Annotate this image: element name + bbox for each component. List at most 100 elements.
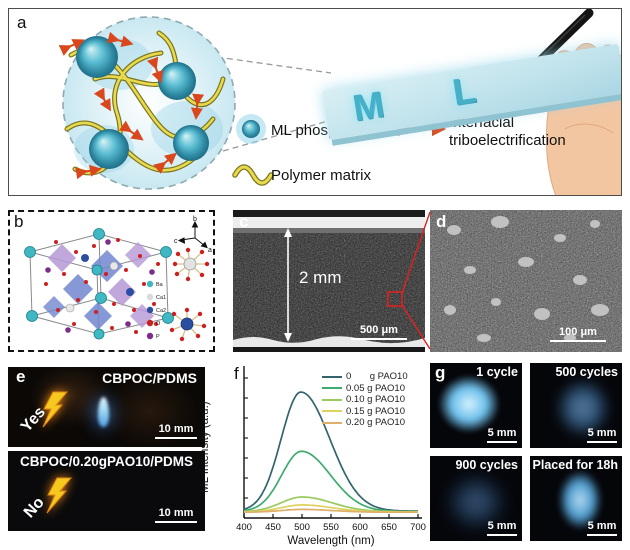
zoom-region-box	[387, 291, 403, 307]
g-title-500cycles: 500 cycles	[555, 365, 618, 379]
legend-swatch	[322, 387, 342, 390]
axis-a-label: a	[208, 247, 212, 254]
polymer-legend-icon	[233, 165, 273, 185]
x-tick-label: 550	[323, 522, 339, 533]
panel-g-label: g	[435, 363, 446, 382]
scalebar-e-top-text: 10 mm	[158, 422, 194, 435]
thickness-label: 2 mm	[299, 268, 342, 287]
axis-c-label: c	[174, 238, 178, 245]
sem-cross-section	[233, 210, 425, 352]
legend-row: 0.15 g PAO10	[322, 406, 408, 418]
scalebar-g2-text: 5 mm	[587, 426, 617, 439]
photo-cbpoc-pdms: CBPOC/PDMS Yes 10 mm e	[8, 367, 205, 447]
ba-spheres	[24, 228, 174, 340]
thickness-arrow	[284, 228, 292, 342]
interfacial-label-2: triboelectrification	[449, 132, 566, 149]
panel-b-label: b	[14, 212, 24, 231]
g-photo-1cycle: 1 cycle 5 mm g	[430, 363, 522, 448]
scalebar-g1-text: 5 mm	[487, 426, 517, 439]
chart-legend: 0 g PAO10 0.05 g PAO10 0.10 g PAO10 0.15 g …	[322, 371, 408, 429]
polyhedra	[43, 242, 154, 330]
panel-d-label: d	[436, 212, 447, 231]
panel-d: 100 μm d	[430, 210, 622, 352]
x-tick-label: 500	[294, 522, 310, 533]
chart-curve-4	[244, 508, 418, 514]
legend-row: 0 g PAO10	[322, 371, 408, 383]
scalebar-e-bottom-bar	[155, 520, 197, 523]
e-top-title: CBPOC/PDMS	[102, 370, 197, 386]
ml-spectrum-chart: 400 450 500 550 600 650 700 Wavelength (nm)	[236, 366, 426, 547]
legend-ca2: Ca2	[156, 308, 166, 314]
ca2-cluster	[169, 307, 207, 342]
legend-row: 0.20 g PAO10	[322, 417, 408, 429]
legend-p: P	[156, 334, 160, 340]
ca1-cluster	[172, 247, 210, 282]
scalebar-e-top-bar	[155, 436, 197, 439]
x-tick-label: 400	[236, 522, 252, 533]
scalebar-g3-bar	[487, 533, 517, 536]
polymer-matrix-label: Polymer matrix	[271, 167, 372, 184]
axis-b-label: b	[193, 216, 197, 223]
scalebar-d-text: 100 μm	[559, 325, 597, 338]
panel-b: b c a Ba Ca1 Ca2 O P	[8, 210, 215, 352]
panel-f-label: f	[234, 364, 239, 383]
e-bottom-title: CBPOC/0.20gPAO10/PDMS	[19, 454, 194, 469]
legend-swatch	[322, 410, 342, 413]
g-photo-900cycles: 900 cycles 5 mm	[430, 456, 522, 541]
g-title-900cycles: 900 cycles	[455, 458, 518, 472]
scalebar-g2: 5 mm	[587, 426, 617, 443]
ml-glow-core	[98, 397, 109, 427]
panel-c-label: c	[239, 212, 249, 231]
scalebar-g4: 5 mm	[587, 519, 617, 536]
scalebar-c: 500 μm	[351, 323, 407, 340]
scalebar-c-bar	[351, 337, 407, 340]
chart-y-axis-label: ML Intensity (a.u.)	[199, 401, 211, 493]
scalebar-g1-bar	[487, 440, 517, 443]
legend-label: 0.10 g PAO10	[346, 394, 405, 406]
chart-curve-0	[243, 391, 418, 512]
x-tick-label: 450	[265, 522, 281, 533]
g-title-placed18h: Placed for 18h	[532, 458, 618, 472]
panel-e: CBPOC/PDMS Yes 10 mm e CBPOC/0.20gPAO10/…	[8, 367, 205, 531]
legend-label: 0.05 g PAO10	[346, 382, 405, 394]
atom-dots	[44, 238, 160, 334]
scalebar-e-top: 10 mm	[155, 422, 197, 439]
scalebar-g4-bar	[587, 533, 617, 536]
x-tick-label: 700	[410, 522, 426, 533]
legend-label: 0.20 g PAO10	[346, 417, 405, 429]
photo-cbpoc-pao10-pdms: CBPOC/0.20gPAO10/PDMS No 10 mm	[8, 451, 205, 531]
scalebar-g2-bar	[587, 440, 617, 443]
legend-o: O	[156, 321, 161, 327]
phosphor-legend-icon	[242, 120, 260, 138]
scalebar-c-text: 500 μm	[360, 323, 398, 336]
g-photo-placed18h: Placed for 18h 5 mm	[530, 456, 622, 541]
x-tick-label: 600	[352, 522, 368, 533]
scalebar-d: 100 μm	[550, 325, 606, 342]
crystal-structure: b c a Ba Ca1 Ca2 O P	[24, 216, 212, 342]
legend-row: 0.05 g PAO10	[322, 383, 408, 395]
scalebar-g3: 5 mm	[487, 519, 517, 536]
legend-swatch	[322, 375, 342, 378]
axis-indicator	[177, 220, 208, 249]
scalebar-g1: 5 mm	[487, 426, 517, 443]
legend-swatch	[322, 398, 342, 401]
scalebar-g4-text: 5 mm	[587, 519, 617, 532]
legend-row: 0.10 g PAO10	[322, 394, 408, 406]
ml-glow	[558, 470, 602, 530]
scalebar-g3-text: 5 mm	[487, 519, 517, 532]
triboelectrification-arrows	[58, 31, 205, 180]
phosphor-spheres	[76, 36, 209, 169]
scalebar-e-bottom-text: 10 mm	[158, 506, 194, 519]
panel-f: 400 450 500 550 600 650 700 Wavelength (nm) f	[224, 360, 428, 550]
x-tick-label: 650	[381, 522, 397, 533]
legend-swatch	[322, 421, 342, 424]
ml-glow	[446, 474, 506, 530]
atom-legend: Ba Ca1 Ca2 O P	[146, 280, 166, 340]
scalebar-e-bottom: 10 mm	[155, 506, 197, 523]
panel-g: 1 cycle 5 mm g 500 cycles 5 mm 900 cycle…	[430, 363, 622, 541]
lightning-bolt-icon	[46, 477, 73, 514]
legend-ca1: Ca1	[156, 295, 166, 301]
ml-glow	[556, 379, 610, 437]
legend-label: 0 g PAO10	[346, 371, 408, 383]
